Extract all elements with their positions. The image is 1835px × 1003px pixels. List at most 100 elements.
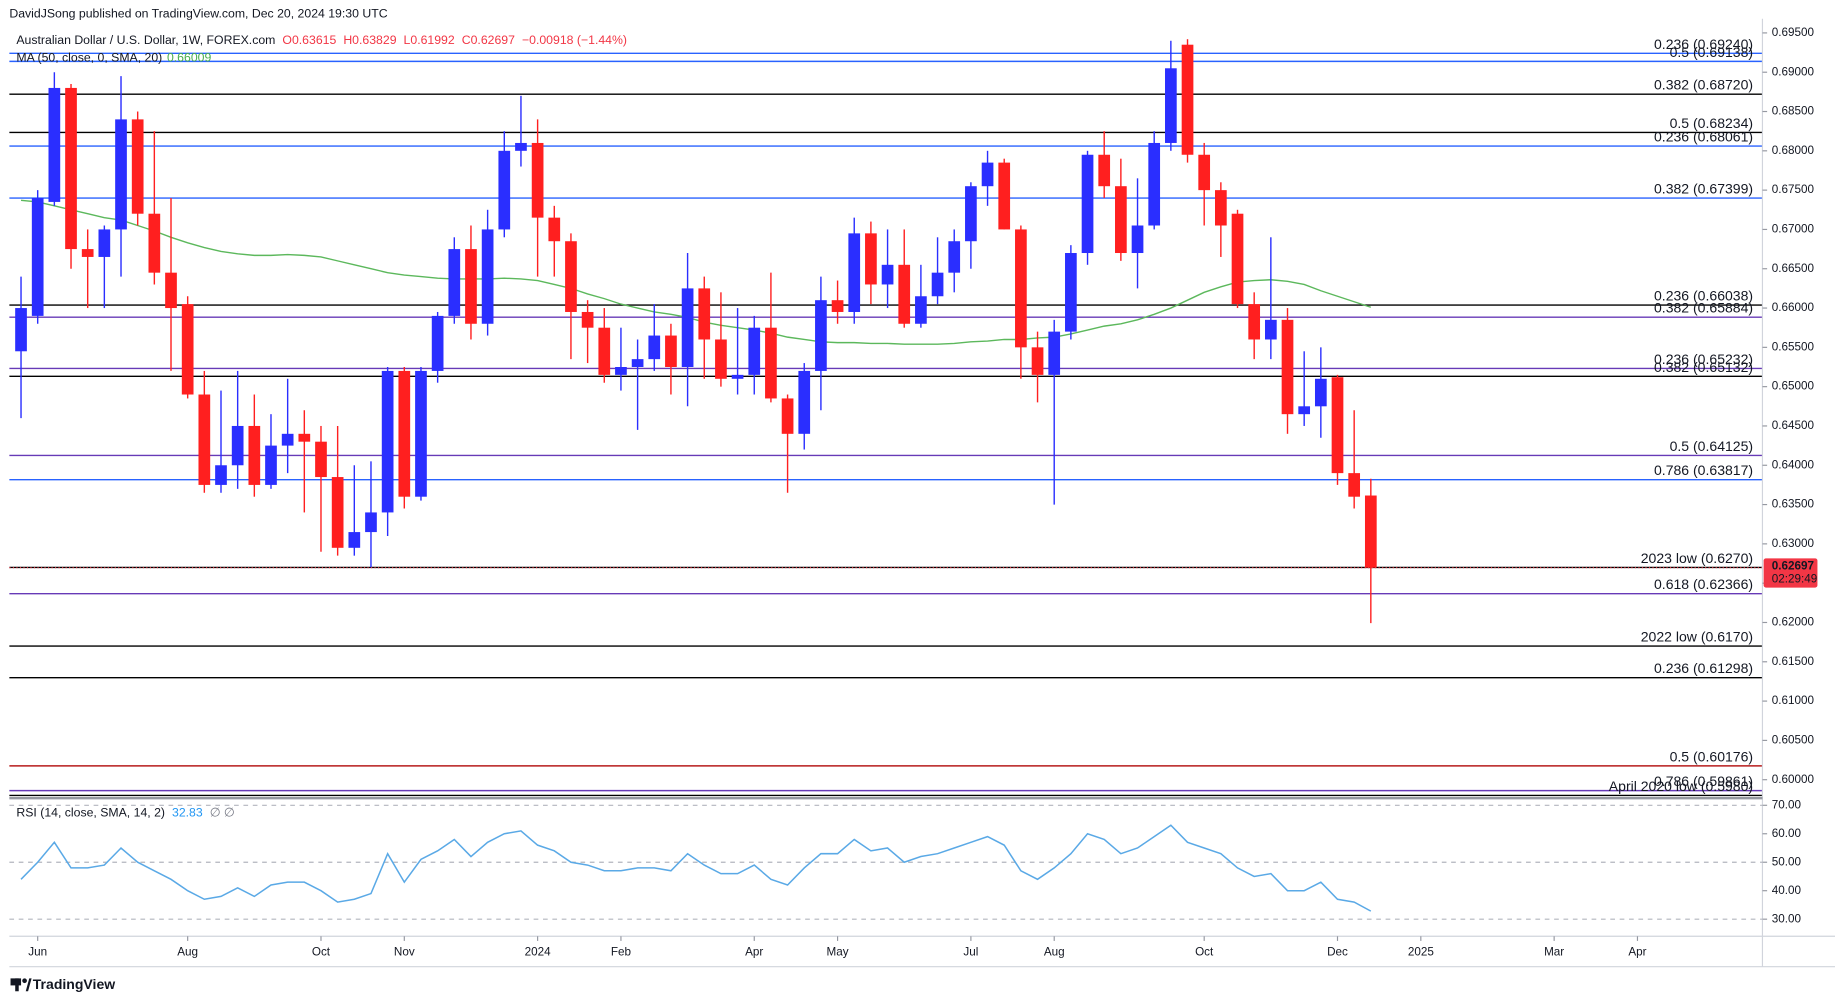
x-tick-label: Jul — [963, 946, 978, 959]
ma-legend: MA (50, close, 0, SMA, 20) 0.66009 — [16, 51, 211, 65]
countdown-label: 02:29:49 — [1772, 572, 1818, 585]
x-tick-label: Dec — [1327, 946, 1348, 959]
candle-body — [565, 241, 577, 312]
brand: TradingView — [33, 976, 115, 992]
y-tick-label: 0.66500 — [1772, 262, 1815, 275]
candle-body — [798, 370, 811, 434]
y-tick-label: 0.65500 — [1772, 340, 1815, 353]
candle-body — [65, 87, 77, 250]
candle-body — [865, 233, 877, 285]
candle-body — [731, 374, 744, 379]
candle-body — [965, 186, 977, 242]
candle-body — [1181, 44, 1194, 155]
candle-body — [1348, 473, 1361, 497]
candle-body — [1331, 377, 1344, 474]
high: H0.63829 — [343, 33, 396, 47]
candle-body — [931, 272, 944, 297]
candle-body — [115, 119, 127, 230]
level-label: 0.382 (0.67399) — [1654, 181, 1753, 197]
y-tick-label: 0.61000 — [1772, 694, 1815, 707]
candle-body — [765, 327, 777, 399]
candle-body — [1248, 304, 1261, 340]
candle-body — [1031, 347, 1044, 375]
rsi-extra: ∅ ∅ — [210, 806, 235, 820]
ma-value: 0.66009 — [167, 51, 212, 65]
candle-body — [1215, 190, 1227, 226]
x-tick-label: Apr — [745, 946, 763, 959]
symbol-line: Australian Dollar / U.S. Dollar, 1W, FOR… — [16, 33, 627, 47]
last-price-tag — [1763, 558, 1818, 588]
candle-body — [948, 241, 961, 273]
level-label: 0.786 (0.63817) — [1654, 462, 1753, 478]
candle-body — [1281, 319, 1294, 415]
candle-body — [331, 477, 344, 548]
level-label: 0.236 (0.69240) — [1654, 36, 1753, 52]
x-tick-label: Aug — [1044, 946, 1065, 959]
x-tick-label: Oct — [312, 946, 331, 959]
y-tick-label: 0.65000 — [1772, 380, 1815, 393]
x-tick-label: Apr — [1628, 946, 1646, 959]
candle-body — [1048, 331, 1061, 375]
candle-body — [665, 335, 677, 368]
candle-body — [1065, 253, 1077, 332]
x-tick-label: Oct — [1195, 946, 1214, 959]
level-label: 0.786 (0.59861) — [1654, 773, 1753, 789]
x-tick-label: 2025 — [1408, 946, 1435, 959]
symbol: Australian Dollar / U.S. Dollar, 1W, FOR… — [16, 33, 275, 47]
ma-line — [20, 199, 1372, 345]
candle-body — [615, 367, 627, 375]
candle-body — [598, 327, 611, 375]
level-label: April 2020 low (0.5980) — [1609, 778, 1753, 794]
level-label: 2022 low (0.6170) — [1641, 629, 1753, 645]
y-tick-label: 40.00 — [1772, 884, 1802, 897]
candle-body — [165, 272, 177, 309]
candle-body — [431, 315, 444, 371]
candle-body — [915, 296, 927, 324]
candle-body — [515, 142, 527, 151]
candle-body — [1198, 154, 1211, 191]
candle-body — [31, 197, 44, 316]
level-label: 0.5 (0.69138) — [1670, 44, 1753, 60]
y-tick-label: 0.69500 — [1772, 26, 1815, 39]
y-tick-label: 0.69000 — [1772, 65, 1815, 78]
x-tick-label: Nov — [394, 946, 415, 959]
x-tick-label: Aug — [177, 946, 198, 959]
candle-body — [248, 425, 261, 485]
y-tick-label: 0.68500 — [1772, 105, 1815, 118]
y-tick-label: 0.63000 — [1772, 537, 1815, 550]
y-tick-label: 0.68000 — [1772, 144, 1815, 157]
candle-body — [1015, 229, 1027, 348]
y-tick-label: 0.61500 — [1772, 655, 1815, 668]
level-label: 0.236 (0.61298) — [1654, 660, 1753, 676]
candle-body — [981, 162, 994, 187]
level-label: 0.5 (0.60176) — [1670, 748, 1753, 764]
level-label: 0.382 (0.65884) — [1654, 300, 1753, 316]
candle-body — [648, 335, 661, 360]
candle-body — [215, 465, 227, 485]
open: O0.63615 — [282, 33, 336, 47]
candle-body — [548, 217, 561, 242]
y-tick-label: 60.00 — [1772, 827, 1802, 840]
level-label: 0.618 (0.62366) — [1654, 576, 1753, 592]
x-tick-label: Jun — [28, 946, 47, 959]
candle-body — [131, 119, 144, 214]
candle-body — [281, 433, 294, 446]
candle-body — [415, 370, 427, 497]
footer-logo — [10, 978, 32, 992]
level-label: 0.382 (0.68720) — [1654, 77, 1753, 93]
candle-body — [81, 249, 94, 257]
y-tick-label: 0.60500 — [1772, 733, 1815, 746]
candle-body — [381, 370, 394, 513]
candle-body — [1098, 154, 1111, 187]
y-tick-label: 50.00 — [1772, 855, 1802, 868]
candle-body — [481, 229, 494, 324]
candle-body — [498, 150, 511, 230]
candle-body — [198, 394, 211, 485]
candle-body — [398, 370, 411, 497]
rsi-line — [20, 824, 1372, 912]
candle-body — [231, 425, 244, 466]
candle-body — [681, 288, 694, 368]
rsi-legend: RSI (14, close, SMA, 14, 2) 32.83 ∅ ∅ — [16, 806, 234, 820]
candle-body — [815, 300, 827, 371]
